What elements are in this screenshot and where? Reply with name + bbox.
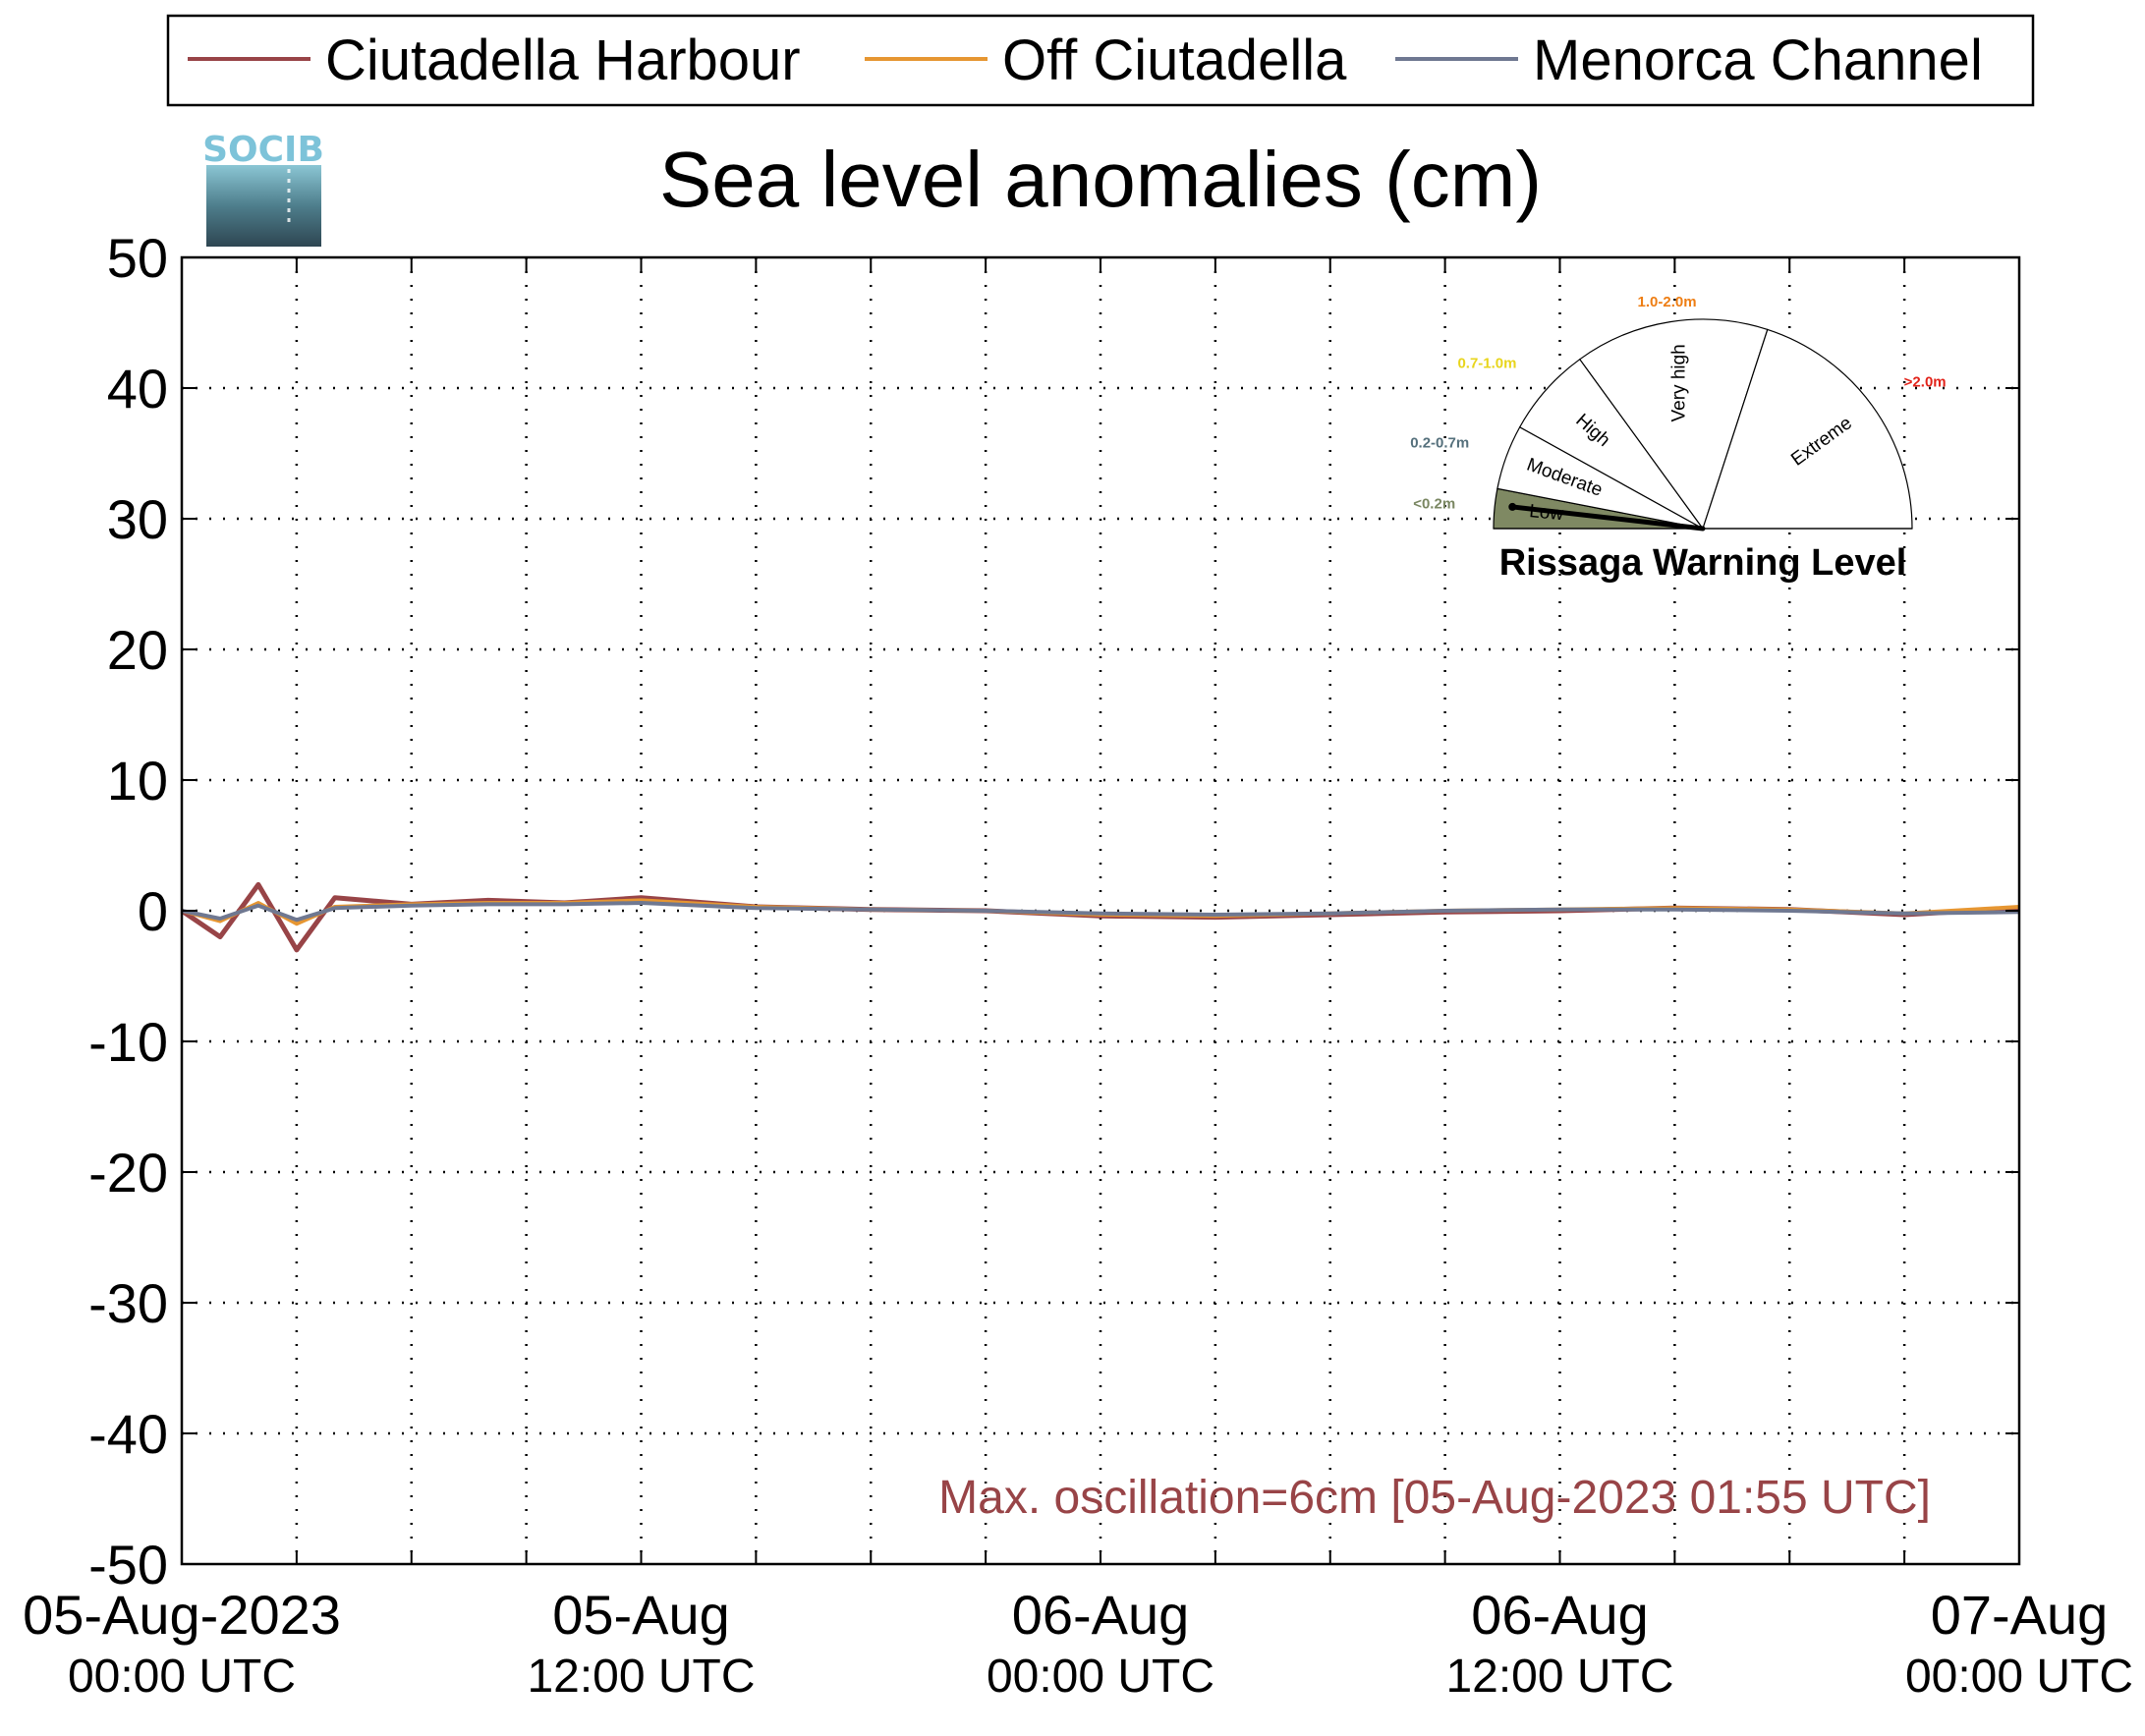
y-tick-label: 10 — [107, 750, 168, 812]
gauge-sector — [1578, 318, 1769, 531]
rissaga-warning-gauge: Low<0.2mModerate0.2-0.7mHigh0.7-1.0mVery… — [1410, 294, 1947, 532]
gauge-needle — [1509, 504, 1706, 532]
y-tick-label: -20 — [88, 1142, 168, 1204]
y-tick-label: -30 — [88, 1272, 168, 1334]
y-tick-label: 20 — [107, 619, 168, 681]
x-tick-label-time: 00:00 UTC — [987, 1651, 1214, 1703]
y-tick-label: 40 — [107, 358, 168, 420]
gauge-title: Rissaga Warning Level — [1499, 542, 1907, 584]
gauge-range-label: 1.0-2.0m — [1638, 294, 1697, 310]
legend-label: Off Ciutadella — [1002, 28, 1347, 92]
gauge-sector — [1702, 328, 1913, 530]
series-line-menorca-channel — [181, 901, 2020, 923]
x-tick-label-date: 05-Aug — [552, 1584, 730, 1646]
y-tick-label: -50 — [88, 1534, 168, 1596]
logo-text: SOCIB — [202, 130, 324, 170]
axis-ticks — [182, 256, 2019, 1565]
legend-label: Menorca Channel — [1533, 28, 1983, 92]
y-tick-label: -10 — [88, 1011, 168, 1073]
gauge-needle-tip — [1508, 502, 1517, 511]
chart-title: Sea level anomalies (cm) — [659, 136, 1542, 223]
max-oscillation-note: Max. oscillation=6cm [05-Aug-2023 01:55 … — [938, 1472, 1931, 1524]
y-tick-label: 50 — [107, 227, 168, 289]
x-tick-label-date: 06-Aug — [1471, 1584, 1649, 1646]
x-tick-label-time: 12:00 UTC — [1445, 1651, 1673, 1703]
gauge-range-label: <0.2m — [1413, 496, 1455, 513]
socib-logo: SOCIB — [202, 130, 324, 247]
gauge-range-label: 0.7-1.0m — [1457, 355, 1516, 371]
legend-label: Ciutadella Harbour — [325, 28, 801, 92]
y-tick-label: 30 — [107, 488, 168, 550]
x-tick-label-time: 12:00 UTC — [527, 1651, 755, 1703]
gauge-level-label: Very high — [1669, 344, 1690, 421]
x-tick-label-date: 05-Aug-2023 — [23, 1584, 341, 1646]
gauge-range-label: 0.2-0.7m — [1410, 434, 1469, 451]
legend: Ciutadella Harbour Off Ciutadella Menorca … — [166, 14, 2035, 107]
y-tick-label: 0 — [138, 880, 168, 942]
x-tick-label-time: 00:00 UTC — [1905, 1651, 2133, 1703]
x-tick-label-date: 07-Aug — [1931, 1584, 2109, 1646]
gauge-range-label: >2.0m — [1904, 373, 1947, 390]
x-tick-label-time: 00:00 UTC — [68, 1651, 296, 1703]
x-tick-label-date: 06-Aug — [1012, 1584, 1190, 1646]
y-tick-label: -40 — [88, 1403, 168, 1465]
series-lines — [180, 881, 2020, 953]
legend-box — [166, 14, 2035, 107]
y-tick-labels: 50 40 30 20 10 0 -10 -20 -30 -40 -50 — [88, 227, 168, 1596]
